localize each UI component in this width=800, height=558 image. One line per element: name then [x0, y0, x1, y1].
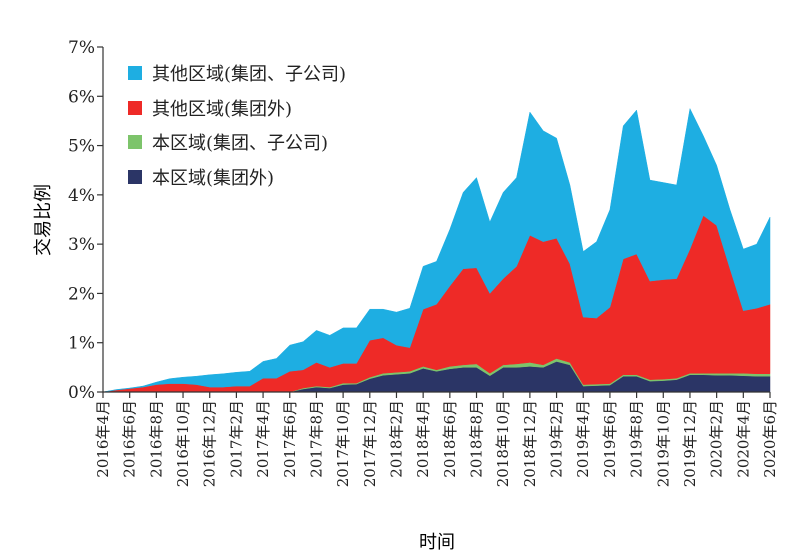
x-tick-label: 2016年12月 [201, 400, 219, 487]
x-tick-label: 2019年8月 [628, 400, 646, 478]
y-tick-label: 5% [68, 137, 95, 157]
x-tick-label: 2017年12月 [361, 400, 379, 487]
y-axis-label: 交易比例 [33, 184, 54, 256]
x-tick-label: 2019年4月 [574, 400, 592, 478]
legend-swatch [128, 100, 142, 115]
x-tick-label: 2016年10月 [174, 400, 192, 487]
y-tick-label: 6% [68, 87, 95, 107]
y-tick-label: 7% [68, 38, 95, 58]
x-tick-label: 2018年4月 [414, 400, 432, 478]
x-tick-label: 2017年4月 [254, 400, 272, 478]
x-tick-label: 2017年6月 [281, 400, 299, 478]
legend-swatch [128, 135, 142, 150]
x-tick-label: 2019年6月 [601, 400, 619, 478]
x-tick-label: 2019年12月 [681, 400, 699, 487]
x-tick-label: 2019年2月 [548, 400, 566, 478]
legend-label: 其他区域(集团外) [152, 98, 293, 120]
x-tick-label: 2018年2月 [387, 400, 405, 478]
legend-item: 本区域(集团外) [128, 160, 346, 195]
x-tick-label: 2018年6月 [441, 400, 459, 478]
x-tick-label: 2016年6月 [121, 400, 139, 478]
legend-item: 其他区域(集团外) [128, 91, 346, 126]
y-tick-label: 3% [68, 235, 95, 255]
y-tick-label: 2% [68, 284, 95, 304]
x-tick-label: 2016年8月 [147, 400, 165, 478]
x-tick-label: 2019年10月 [654, 400, 672, 487]
legend-label: 本区域(集团外) [152, 167, 275, 189]
y-tick-label: 1% [68, 334, 95, 354]
x-tick-label: 2017年10月 [334, 400, 352, 487]
legend: 其他区域(集团、子公司) 其他区域(集团外) 本区域(集团、子公司) 本区域(集团外) [128, 56, 346, 194]
x-tick-label: 2020年2月 [708, 400, 726, 478]
x-tick-label: 2020年4月 [734, 400, 752, 478]
legend-item: 本区域(集团、子公司) [128, 125, 346, 160]
y-tick-label: 4% [68, 186, 95, 206]
x-tick-label: 2018年8月 [468, 400, 486, 478]
x-tick-label: 2017年2月 [227, 400, 245, 478]
x-tick-label: 2016年4月 [94, 400, 112, 478]
x-tick-label: 2018年12月 [521, 400, 539, 487]
legend-item: 其他区域(集团、子公司) [128, 56, 346, 91]
x-tick-label: 2020年6月 [761, 400, 779, 478]
legend-label: 本区域(集团、子公司) [152, 133, 329, 155]
legend-swatch [128, 169, 142, 184]
legend-label: 其他区域(集团、子公司) [152, 64, 347, 86]
legend-swatch [128, 66, 142, 81]
y-tick-label: 0% [68, 383, 95, 403]
area-series-3 [102, 107, 771, 393]
x-tick-label: 2017年8月 [307, 400, 325, 478]
x-tick-label: 2018年10月 [494, 400, 512, 487]
x-axis-label: 时间 [419, 532, 455, 553]
